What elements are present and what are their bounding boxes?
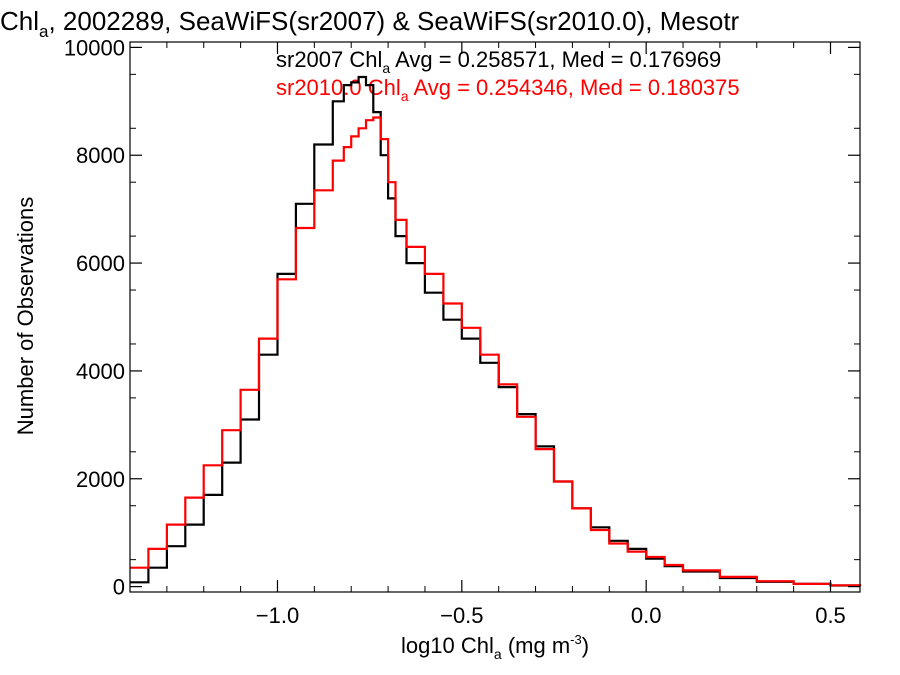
x-tick-label: −0.5 [440,603,483,628]
chart-title: Chla, 2002289, SeaWiFS(sr2007) & SeaWiFS… [0,6,740,41]
x-axis-label: log10 Chla (mg m-3) [401,632,589,662]
legend-sr2010: sr2010.0 Chla Avg = 0.254346, Med = 0.18… [276,75,740,104]
axes: −1.0 −0.5 0.0 0.5 0 2000 4000 6000 8000 10000 [64,35,861,628]
y-tick-label: 6000 [76,251,125,276]
x-tick-label: −1.0 [256,603,299,628]
x-tick-label: 0.5 [815,603,846,628]
y-tick-label: 4000 [76,359,125,384]
legend-sr2007: sr2007 Chla Avg = 0.258571, Med = 0.1769… [276,47,721,76]
y-tick-label: 0 [113,575,125,600]
x-tick-label: 0.0 [631,603,662,628]
series-line-sr2010.0 [130,116,862,587]
y-tick-label: 8000 [76,143,125,168]
series-line-sr2007 [130,75,862,587]
y-tick-label: 10000 [64,35,125,60]
plot-area [130,75,862,587]
y-axis-label: Number of Observations [13,197,38,435]
y-tick-label: 2000 [76,467,125,492]
plot-frame [129,41,861,593]
